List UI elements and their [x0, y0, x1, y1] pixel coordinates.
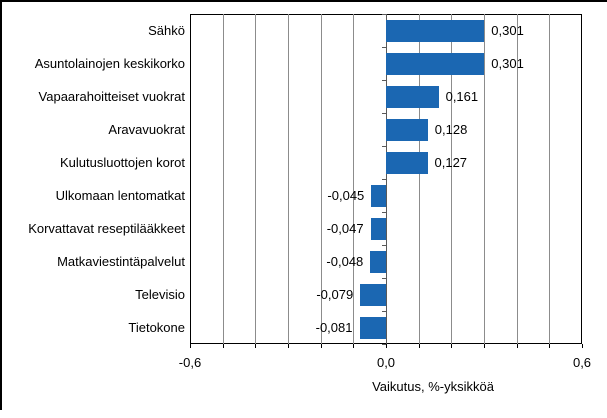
bar — [386, 19, 485, 42]
value-label: -0,045 — [327, 187, 365, 203]
category-label: Matkaviestintäpalvelut — [57, 254, 185, 269]
category-tick — [382, 311, 387, 312]
x-axis-tick — [353, 344, 355, 348]
bar — [359, 316, 386, 339]
gridline — [222, 14, 224, 344]
category-label: Sähkö — [148, 23, 185, 38]
category-tick — [382, 113, 387, 114]
category-tick — [382, 47, 387, 48]
bar — [386, 52, 485, 75]
x-axis-tick — [255, 344, 257, 348]
value-label: -0,081 — [315, 319, 353, 335]
bar-layer: 0,301 0,301 0,161 0,128 0,127 -0,045 -0,047 -0,… — [190, 14, 582, 344]
x-axis-tick — [190, 344, 191, 348]
bar — [371, 184, 386, 207]
category-tick — [382, 278, 387, 279]
gridline — [255, 14, 257, 344]
x-axis-tick — [288, 344, 289, 348]
category-label: Tietokone — [128, 320, 185, 335]
category-tick — [382, 80, 387, 81]
image-border-left — [0, 0, 2, 410]
category-tick — [382, 245, 387, 246]
category-tick — [382, 344, 387, 345]
x-axis-tick — [386, 344, 387, 348]
value-label: -0,079 — [316, 286, 354, 302]
x-axis-title: Vaikutus, %-yksikköä — [372, 379, 494, 394]
x-axis-tick — [320, 344, 322, 348]
bar — [386, 85, 439, 108]
x-axis-tick — [418, 344, 420, 348]
gridline — [549, 14, 551, 344]
x-axis-tick — [516, 344, 518, 348]
category-tick — [382, 179, 387, 180]
value-label: -0,047 — [326, 220, 364, 236]
category-label: Televisio — [135, 287, 185, 302]
category-tick — [382, 14, 387, 15]
category-axis-labels: Sähkö Asuntolainojen keskikorko Vapaarahoi… — [0, 14, 185, 344]
category-label: Vapaarahoitteiset vuokrat — [38, 89, 185, 104]
gridline — [484, 14, 485, 344]
x-axis-tick — [582, 344, 583, 348]
gridline — [288, 14, 289, 344]
bar — [386, 118, 428, 141]
x-tick-label: -0,6 — [178, 355, 202, 370]
bar — [360, 283, 386, 306]
category-label: Korvattavat reseptilääkkeet — [28, 221, 185, 236]
x-tick-label: 0,6 — [572, 355, 592, 370]
x-axis-tick — [549, 344, 551, 348]
x-axis-tick — [451, 344, 453, 348]
value-label: 0,301 — [491, 22, 524, 38]
value-label: 0,161 — [445, 88, 479, 104]
category-label: Asuntolainojen keskikorko — [34, 56, 185, 71]
x-axis-tick — [222, 344, 224, 348]
gridline — [418, 14, 420, 344]
gridline — [451, 14, 453, 344]
gridline-layer — [190, 14, 582, 345]
value-label: -0,048 — [326, 253, 364, 269]
x-tick-label: 0,0 — [376, 355, 396, 370]
category-tick — [382, 212, 387, 213]
value-label: 0,128 — [434, 121, 468, 137]
bar — [386, 151, 428, 174]
image-border-top — [0, 0, 607, 2]
bar — [370, 217, 386, 240]
bar — [370, 250, 386, 273]
value-label: 0,301 — [491, 55, 524, 71]
gridline — [516, 14, 518, 344]
category-label: Kulutusluottojen korot — [59, 155, 185, 170]
gridline — [320, 14, 322, 344]
category-tick — [382, 146, 387, 147]
x-axis-tick — [484, 344, 485, 348]
gridline — [353, 14, 355, 344]
value-label: 0,127 — [434, 154, 468, 170]
category-label: Ulkomaan lentomatkat — [55, 188, 185, 203]
category-label: Aravavuokrat — [108, 122, 185, 137]
